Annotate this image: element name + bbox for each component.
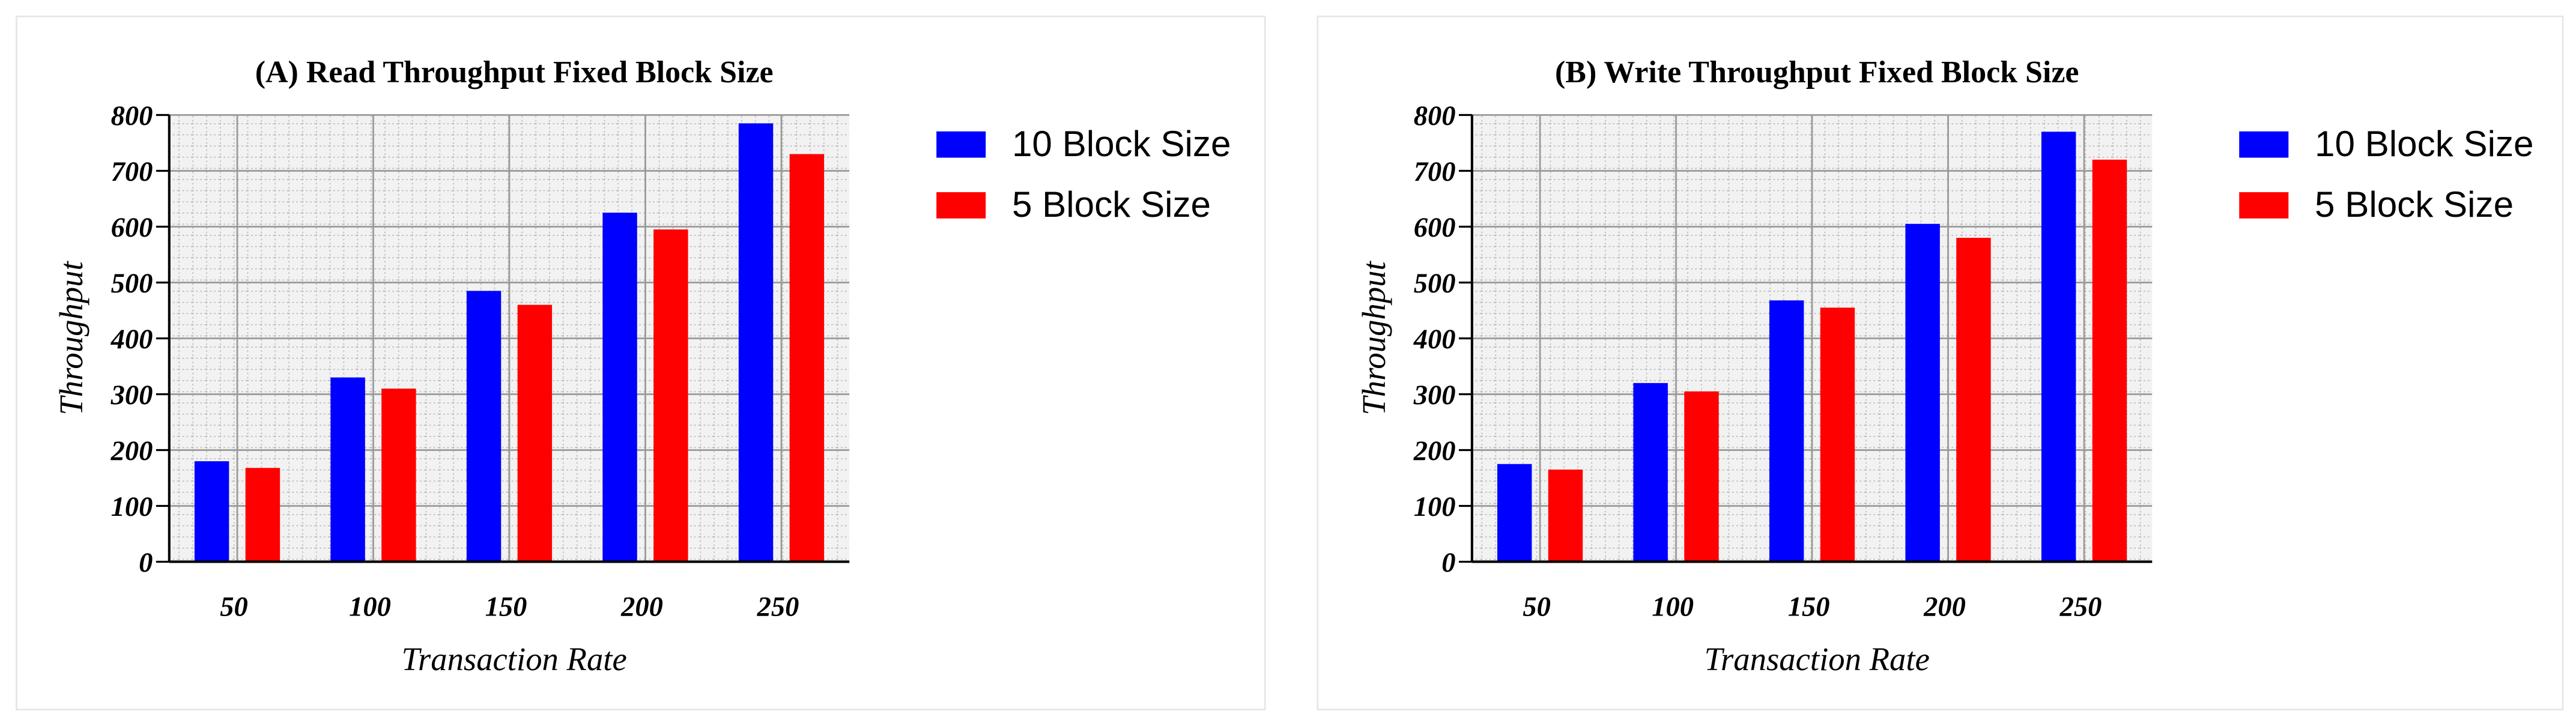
x-tick-label: 50 [220,592,248,623]
y-tick-label: 300 [1413,380,1456,411]
legend-label: 10 Block Size [1012,124,1231,164]
bar [330,377,365,562]
x-tick-label: 200 [1923,592,1966,623]
y-tick-label: 700 [1414,157,1456,187]
legend-swatch [936,131,986,158]
y-tick-label: 400 [1413,324,1456,355]
y-tick-label: 600 [111,213,153,243]
x-tick-label: 200 [620,592,663,623]
bar [381,389,416,562]
y-tick-label: 600 [1414,213,1456,243]
bar [1956,238,1991,562]
x-tick-label: 100 [1652,592,1694,623]
y-tick-label: 700 [111,157,153,187]
legend-swatch [936,192,986,219]
x-tick-label: 250 [757,592,799,623]
y-tick-label: 100 [111,492,153,522]
x-axis-label: Transaction Rate [1705,641,1930,677]
bar [1905,223,1940,562]
bar [466,291,502,562]
bar [2041,132,2076,562]
y-tick-label: 800 [111,101,153,132]
chart-title: (B) Write Throughput Fixed Block Size [1555,55,2079,89]
x-tick-label: 250 [2059,592,2102,623]
bar [653,229,688,562]
bar [1633,383,1668,562]
legend-label: 10 Block Size [2315,124,2533,164]
bar [1548,470,1583,562]
legend-label: 5 Block Size [2315,184,2514,225]
y-tick-label: 0 [1441,548,1455,578]
bar [1769,300,1804,562]
chart: (B) Write Throughput Fixed Block Size 0 10… [1356,55,2534,677]
bar [1820,307,1855,562]
y-tick-label: 800 [1414,101,1456,132]
bar [602,213,637,562]
y-tick-label: 200 [1413,436,1456,467]
x-tick-label: 150 [1788,592,1830,623]
bar [789,154,825,562]
y-axis-label: Throughput [53,261,89,416]
y-tick-label: 100 [1414,492,1456,522]
x-axis-label: Transaction Rate [402,641,627,677]
y-tick-label: 500 [111,268,153,299]
chart-title: (A) Read Throughput Fixed Block Size [255,55,774,89]
legend-swatch [2239,131,2289,158]
x-tick-label: 150 [485,592,527,623]
bar [1497,464,1532,562]
bar [2092,159,2127,562]
x-tick-label: 100 [349,592,391,623]
y-tick-label: 0 [139,548,153,578]
legend-label: 5 Block Size [1012,184,1211,225]
y-tick-label: 500 [1414,268,1456,299]
bar [517,304,553,562]
bar [194,461,229,562]
y-tick-label: 200 [111,436,153,467]
y-tick-label: 400 [111,324,153,355]
chart: (A) Read Throughput Fixed Block Size 0 100… [53,55,1231,677]
y-axis-label: Throughput [1356,261,1392,416]
bar [245,468,280,562]
x-tick-label: 50 [1523,592,1551,623]
y-tick-label: 300 [111,380,153,411]
bar [1684,391,1719,562]
bar [738,123,774,562]
legend-swatch [2239,192,2289,219]
